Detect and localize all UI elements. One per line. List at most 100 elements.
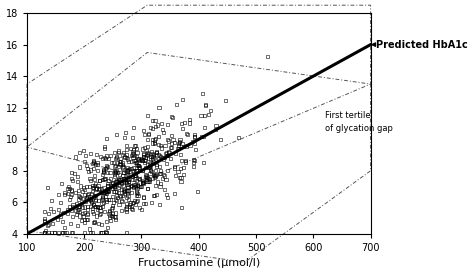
- Point: [112, 179, 119, 184]
- Point: [148, 161, 156, 166]
- Point: [178, 141, 186, 146]
- Point: [148, 119, 156, 123]
- Point: [90, 195, 98, 200]
- Point: [120, 179, 128, 183]
- Point: [109, 211, 116, 215]
- Point: [140, 154, 147, 159]
- Point: [114, 179, 121, 184]
- Point: [76, 209, 83, 214]
- Point: [100, 171, 107, 175]
- Point: [65, 204, 73, 209]
- Point: [134, 191, 141, 196]
- Point: [100, 209, 108, 213]
- Point: [81, 192, 88, 197]
- Point: [125, 202, 133, 207]
- Point: [132, 202, 139, 207]
- Point: [105, 197, 112, 202]
- Point: [156, 153, 164, 158]
- Point: [113, 178, 120, 182]
- Point: [95, 198, 102, 202]
- Point: [81, 187, 88, 192]
- Point: [65, 198, 73, 202]
- Point: [64, 211, 72, 215]
- Point: [82, 200, 90, 204]
- Point: [133, 182, 141, 187]
- Point: [139, 181, 146, 185]
- Point: [128, 190, 135, 195]
- Point: [41, 228, 49, 233]
- Point: [147, 163, 155, 167]
- Point: [88, 199, 95, 204]
- Point: [138, 156, 146, 161]
- Point: [126, 166, 134, 170]
- Point: [87, 230, 95, 235]
- Point: [212, 124, 220, 128]
- Point: [191, 135, 198, 139]
- Point: [161, 187, 169, 191]
- Point: [112, 169, 120, 173]
- Point: [108, 207, 116, 211]
- Point: [90, 160, 98, 165]
- Point: [94, 208, 101, 212]
- X-axis label: Fructosamine (μmol/l): Fructosamine (μmol/l): [137, 258, 260, 269]
- Point: [76, 205, 83, 209]
- Point: [171, 141, 178, 145]
- Point: [111, 189, 119, 193]
- Point: [175, 140, 183, 144]
- Point: [72, 190, 79, 195]
- Point: [101, 145, 109, 149]
- Point: [132, 174, 140, 178]
- Point: [172, 173, 179, 178]
- Point: [138, 168, 146, 173]
- Point: [55, 192, 62, 197]
- Point: [89, 230, 96, 235]
- Point: [116, 193, 124, 198]
- Point: [163, 192, 170, 196]
- Point: [177, 176, 185, 180]
- Point: [151, 155, 159, 160]
- Point: [186, 143, 194, 147]
- Point: [105, 215, 113, 220]
- Point: [92, 187, 100, 191]
- Point: [108, 160, 115, 164]
- Point: [130, 186, 137, 190]
- Point: [133, 178, 140, 182]
- Point: [98, 222, 106, 227]
- Point: [124, 185, 132, 189]
- Point: [110, 214, 118, 218]
- Point: [145, 156, 153, 160]
- Point: [81, 220, 89, 225]
- Point: [151, 173, 158, 178]
- Point: [197, 113, 205, 118]
- Point: [92, 181, 100, 186]
- Point: [121, 177, 128, 182]
- Point: [123, 230, 130, 234]
- Point: [122, 207, 130, 211]
- Point: [162, 178, 170, 182]
- Point: [84, 194, 92, 198]
- Point: [63, 230, 70, 235]
- Point: [235, 135, 243, 139]
- Point: [141, 158, 148, 162]
- Point: [131, 144, 138, 148]
- Point: [161, 174, 169, 178]
- Point: [47, 198, 55, 202]
- Point: [156, 171, 164, 175]
- Point: [84, 211, 91, 216]
- Point: [144, 176, 152, 181]
- Point: [119, 173, 127, 178]
- Point: [115, 190, 122, 195]
- Point: [139, 195, 147, 199]
- Point: [112, 182, 119, 187]
- Point: [144, 137, 151, 141]
- Point: [175, 140, 183, 144]
- Point: [59, 230, 66, 235]
- Point: [92, 214, 100, 218]
- Point: [134, 166, 142, 170]
- Point: [155, 105, 163, 109]
- Point: [88, 209, 96, 214]
- Point: [94, 204, 101, 209]
- Point: [103, 189, 110, 194]
- Point: [129, 177, 137, 182]
- Point: [173, 102, 180, 107]
